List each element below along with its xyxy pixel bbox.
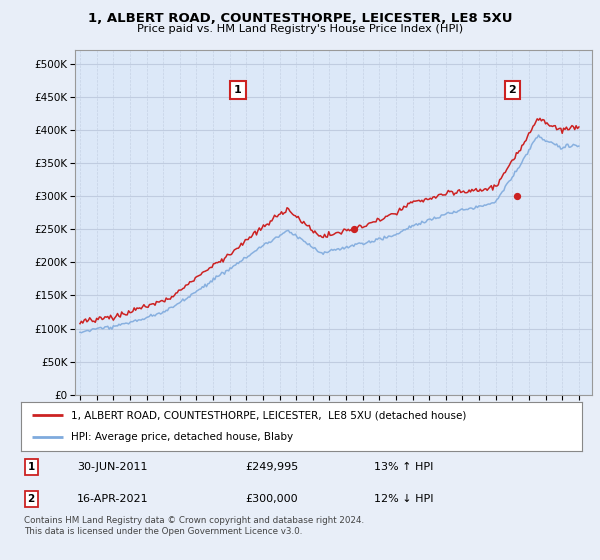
- Point: [350, 225, 359, 234]
- Text: Price paid vs. HM Land Registry's House Price Index (HPI): Price paid vs. HM Land Registry's House …: [137, 24, 463, 34]
- Text: 13% ↑ HPI: 13% ↑ HPI: [374, 462, 434, 472]
- Text: 1, ALBERT ROAD, COUNTESTHORPE, LEICESTER, LE8 5XU: 1, ALBERT ROAD, COUNTESTHORPE, LEICESTER…: [88, 12, 512, 25]
- Text: HPI: Average price, detached house, Blaby: HPI: Average price, detached house, Blab…: [71, 432, 293, 442]
- Text: £300,000: £300,000: [245, 494, 298, 504]
- Text: 30-JUN-2011: 30-JUN-2011: [77, 462, 148, 472]
- Point: [512, 192, 522, 200]
- Text: 1, ALBERT ROAD, COUNTESTHORPE, LEICESTER,  LE8 5XU (detached house): 1, ALBERT ROAD, COUNTESTHORPE, LEICESTER…: [71, 410, 467, 421]
- Text: £249,995: £249,995: [245, 462, 299, 472]
- Text: 16-APR-2021: 16-APR-2021: [77, 494, 149, 504]
- Text: 2: 2: [28, 494, 35, 504]
- Text: 12% ↓ HPI: 12% ↓ HPI: [374, 494, 434, 504]
- Text: 1: 1: [234, 85, 242, 95]
- Text: 1: 1: [28, 462, 35, 472]
- Text: Contains HM Land Registry data © Crown copyright and database right 2024.
This d: Contains HM Land Registry data © Crown c…: [24, 516, 364, 536]
- Text: 2: 2: [508, 85, 516, 95]
